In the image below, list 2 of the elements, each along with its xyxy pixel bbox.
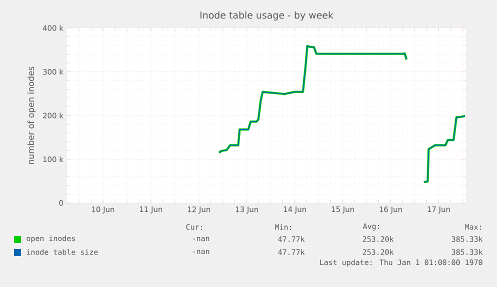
y-axis-title: number of open inodes	[27, 66, 36, 164]
chart-title: Inode table usage - by week	[200, 11, 334, 21]
